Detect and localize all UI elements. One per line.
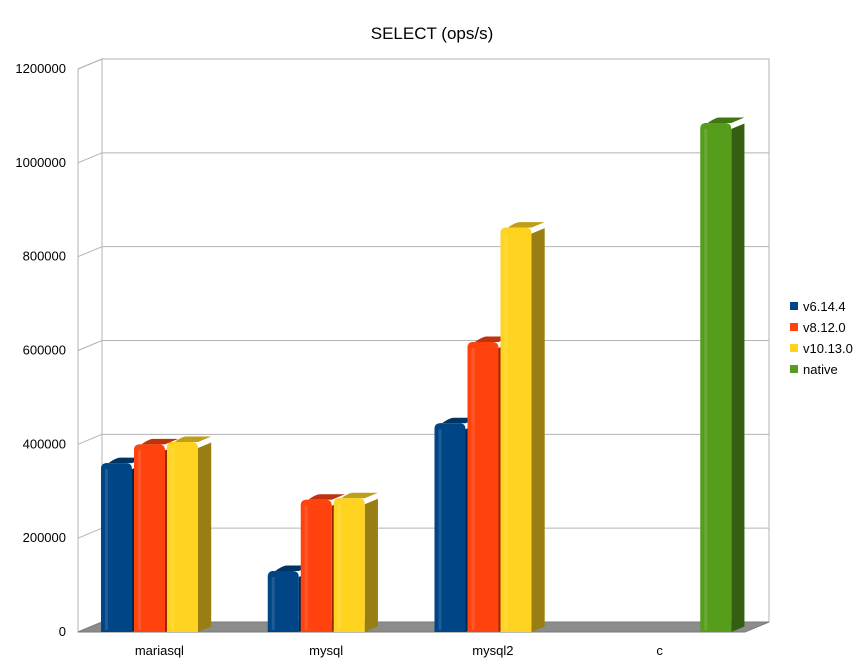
y-tick-label: 400000	[23, 436, 66, 451]
bar-front	[167, 441, 198, 632]
bar-front	[300, 499, 332, 632]
gridline-side	[77, 58, 103, 70]
legend-label: v6.14.4	[803, 299, 846, 314]
x-category-label: c	[656, 643, 663, 658]
bar-highlight	[337, 504, 341, 630]
bar-top	[134, 438, 179, 451]
bar-front	[500, 227, 532, 632]
chart-title: SELECT (ops/s)	[371, 24, 494, 43]
bar-side	[364, 498, 378, 632]
legend-label: v8.12.0	[803, 320, 846, 335]
bar	[167, 436, 212, 632]
y-tick-label: 0	[59, 624, 66, 639]
legend-item: v6.14.4	[790, 299, 846, 314]
y-tick-label: 1000000	[15, 155, 66, 170]
legend-swatch	[790, 302, 798, 310]
bar	[333, 492, 378, 632]
axis-labels: 0 200000 400000 600000 800000 1000000 1200000 m…	[15, 61, 663, 658]
legend-swatch	[790, 323, 798, 331]
bar-top	[167, 436, 212, 448]
x-category-label: mysql2	[472, 643, 513, 658]
legend-item: v8.12.0	[790, 320, 846, 335]
legend: v6.14.4 v8.12.0 v10.13.0 native	[790, 299, 853, 377]
bar-front	[134, 444, 165, 632]
bar-highlight	[105, 469, 108, 630]
x-category-label: mariasql	[135, 643, 184, 658]
bar-top	[500, 222, 545, 234]
bar-front	[467, 342, 499, 632]
bar-highlight	[138, 450, 141, 630]
bar-highlight	[438, 429, 442, 630]
bar-front	[434, 423, 466, 632]
gridline-side	[77, 246, 103, 258]
bar-side	[731, 123, 745, 633]
bar-highlight	[271, 577, 275, 630]
gridline-side	[77, 152, 103, 164]
bar-highlight	[304, 505, 308, 630]
bar-highlight	[171, 447, 174, 630]
bar	[700, 117, 745, 633]
bar-highlight	[504, 233, 508, 630]
bar	[500, 222, 545, 632]
bar-side	[531, 228, 545, 632]
bar-front	[700, 122, 732, 633]
gridline-side	[77, 527, 103, 539]
bar-highlight	[704, 128, 708, 630]
gridline-side	[77, 433, 103, 445]
bar-top	[700, 117, 745, 129]
bar-side	[198, 442, 212, 632]
y-tick-label: 600000	[23, 343, 66, 358]
y-tick-label: 200000	[23, 530, 66, 545]
legend-item: native	[790, 362, 838, 377]
x-category-label: mysql	[309, 643, 343, 658]
bars	[101, 117, 745, 633]
axes	[77, 58, 770, 633]
y-tick-label: 800000	[23, 249, 66, 264]
bar-top	[333, 492, 378, 505]
bar-front	[101, 463, 132, 632]
legend-label: native	[803, 362, 838, 377]
legend-label: v10.13.0	[803, 341, 853, 356]
legend-swatch	[790, 365, 798, 373]
bar-front	[267, 571, 299, 632]
y-tick-label: 1200000	[15, 61, 66, 76]
bar-top	[300, 494, 345, 506]
gridline-side	[77, 340, 103, 351]
bar-front	[333, 498, 365, 632]
legend-item: v10.13.0	[790, 341, 853, 356]
bar-highlight	[471, 348, 475, 630]
legend-swatch	[790, 344, 798, 352]
